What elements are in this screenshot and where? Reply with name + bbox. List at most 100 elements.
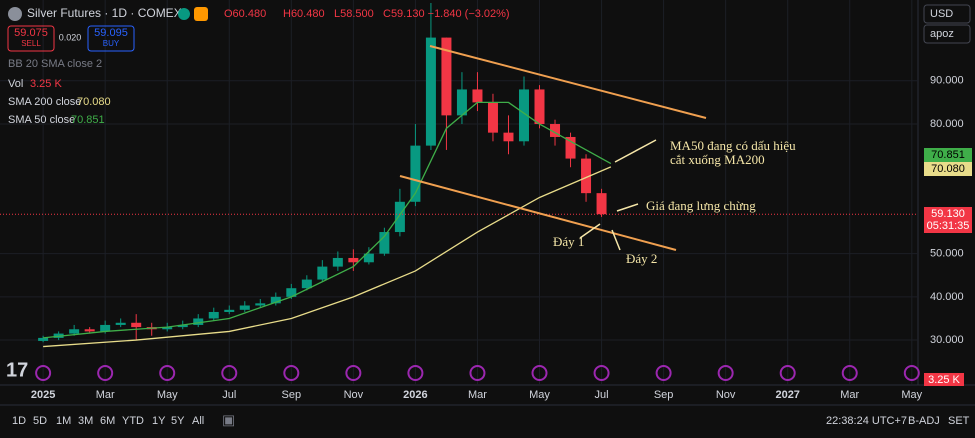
annotation: Đáy 2 <box>626 251 657 266</box>
sma200-badge <box>924 162 972 176</box>
range-button[interactable]: 5Y <box>171 415 185 427</box>
volume-badge <box>924 373 964 386</box>
candle-body <box>332 257 343 267</box>
candle-body <box>363 253 374 263</box>
event-icon[interactable] <box>593 365 610 381</box>
event-icon[interactable] <box>531 365 548 381</box>
x-tick-label: Mar <box>96 389 115 401</box>
candle-body <box>503 132 514 142</box>
candle-body <box>317 266 328 280</box>
x-tick-label: May <box>901 389 922 401</box>
user[interactable]: apoz <box>930 28 954 40</box>
callout <box>579 223 601 239</box>
adjust-button[interactable]: B-ADJ <box>908 415 940 427</box>
y-tick-label: 40.000 <box>930 291 964 303</box>
candle-body <box>270 296 281 304</box>
settings-button[interactable]: SET <box>948 415 970 427</box>
range-button[interactable]: 1Y <box>152 415 166 427</box>
candle-body <box>162 327 173 330</box>
countdown: 05:31:35 <box>927 220 970 232</box>
range-button[interactable]: 3M <box>78 415 93 427</box>
range-button[interactable]: All <box>192 415 204 427</box>
callout <box>614 139 657 163</box>
x-tick-label: Jul <box>222 389 236 401</box>
ma-line <box>43 101 612 339</box>
candle-body <box>394 201 405 233</box>
event-icon[interactable] <box>345 365 362 381</box>
candle-body <box>472 89 483 103</box>
candle-body <box>115 322 126 325</box>
lower-trend-line <box>399 175 677 251</box>
indicator[interactable]: SMA 200 close <box>8 96 81 108</box>
candle-body <box>69 329 80 334</box>
range-button[interactable]: 1D <box>12 415 26 427</box>
volume-label: 3.25 K <box>928 374 960 386</box>
symbol[interactable]: Silver Futures · 1D · COMEX <box>27 6 182 20</box>
candle-body <box>255 303 266 306</box>
market-status <box>178 8 190 20</box>
sell-label[interactable]: SELL <box>21 39 41 48</box>
event-icon[interactable] <box>841 365 858 381</box>
candle-body <box>456 89 467 116</box>
candle-body <box>565 136 576 159</box>
ohlc-high: H60.480 <box>283 8 325 20</box>
annotation: Giá đang lưng chừng <box>646 198 756 213</box>
indicator[interactable]: BB 20 SMA close 2 <box>8 58 102 70</box>
candle-body <box>100 324 111 332</box>
annotation-text: MA50 đang có dấu hiệu <box>670 138 796 153</box>
x-tick-label: Mar <box>840 389 859 401</box>
event-icon[interactable] <box>469 365 486 381</box>
annotation: Đáy 1 <box>553 234 584 249</box>
currency-button[interactable] <box>923 4 971 24</box>
indicator-value: 70.851 <box>71 114 105 126</box>
range-button[interactable]: 1M <box>56 415 71 427</box>
last-price-badge <box>924 207 972 233</box>
sma50-badge <box>924 148 972 162</box>
range-button[interactable]: 5D <box>33 415 47 427</box>
range-button[interactable]: YTD <box>122 415 144 427</box>
x-tick-label: Sep <box>654 389 674 401</box>
indicator-value: 3.25 K <box>30 78 62 90</box>
date-range-icon[interactable]: ▣ <box>222 412 235 428</box>
event-icon[interactable] <box>35 365 52 381</box>
candle-body <box>131 322 142 328</box>
candle-body <box>518 89 529 142</box>
candle-body <box>38 337 49 341</box>
event-icon[interactable] <box>407 365 424 381</box>
callout-lines <box>579 139 657 251</box>
buy-label[interactable]: BUY <box>103 39 120 48</box>
event-icon[interactable] <box>903 365 920 381</box>
candle-body <box>379 232 390 254</box>
sma200-price: 70.080 <box>931 163 965 175</box>
event-icon[interactable] <box>717 365 734 381</box>
x-tick-label: 2026 <box>403 389 427 401</box>
candle-body <box>348 257 359 263</box>
event-icon[interactable] <box>159 365 176 381</box>
annotation-text: cắt xuống MA200 <box>670 152 765 167</box>
annotation: MA50 đang có dấu hiệu cắt xuống MA200 <box>670 138 796 167</box>
buy-price[interactable]: 59.095 <box>94 27 128 39</box>
candle-body <box>239 305 250 310</box>
event-icon[interactable] <box>97 365 114 381</box>
event-icon[interactable] <box>655 365 672 381</box>
y-tick-label: 50.000 <box>930 248 964 260</box>
currency[interactable]: USD <box>930 8 953 20</box>
indicator[interactable]: Vol <box>8 78 23 90</box>
trend-lines <box>399 45 707 251</box>
upper-trend-line <box>429 45 707 119</box>
sell-price[interactable]: 59.075 <box>14 27 48 39</box>
candle-body <box>596 193 607 215</box>
buy-button[interactable] <box>87 25 135 52</box>
user-button[interactable] <box>923 24 971 44</box>
indicator[interactable]: SMA 50 close <box>8 114 75 126</box>
candle-body <box>410 145 421 202</box>
sell-button[interactable] <box>7 25 55 52</box>
last-price: 59.130 <box>931 208 965 220</box>
tv-logo: 17 <box>6 359 28 381</box>
event-icon[interactable] <box>221 365 238 381</box>
event-icon[interactable] <box>283 365 300 381</box>
ohlc-open: O60.480 <box>224 8 266 20</box>
range-button[interactable]: 6M <box>100 415 115 427</box>
event-icon[interactable] <box>779 365 796 381</box>
